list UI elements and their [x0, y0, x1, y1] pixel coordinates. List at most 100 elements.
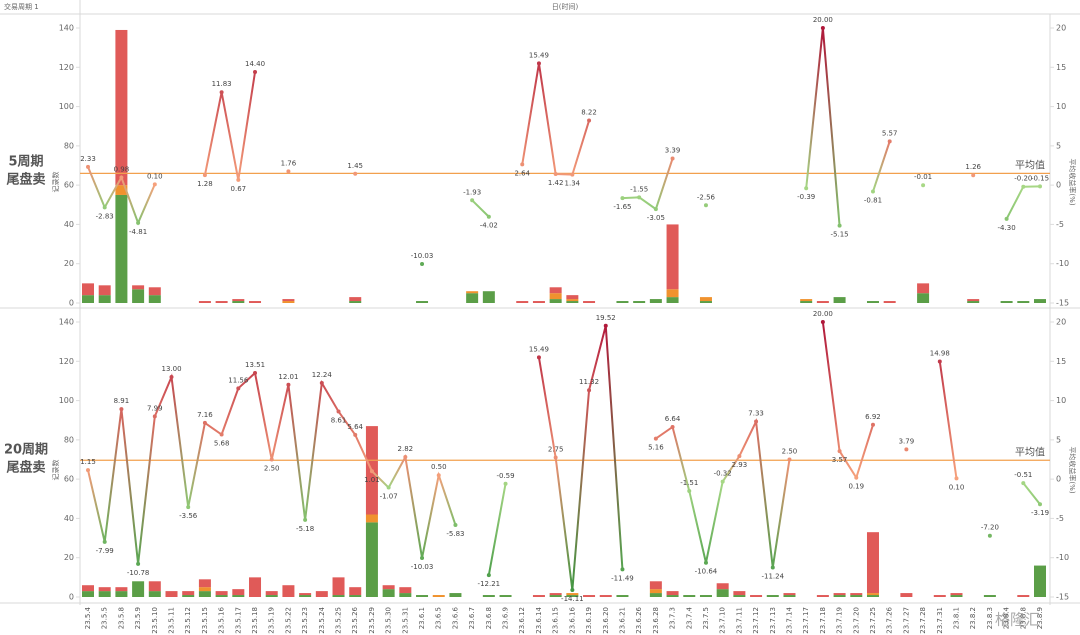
line-point [152, 414, 157, 419]
line-point [269, 457, 274, 462]
line-point [870, 189, 875, 194]
bar-segment [917, 293, 930, 303]
bar-segment [833, 593, 846, 596]
bar-segment [148, 581, 161, 592]
value-label: 2.50 [782, 448, 798, 456]
bar-segment [967, 299, 980, 302]
value-label: -7.99 [96, 547, 114, 555]
x-tick-label: 23.5.8 [117, 607, 125, 629]
bar-segment [482, 595, 495, 597]
value-label: -0.81 [864, 197, 882, 205]
y-axis-title: 记录数 [51, 172, 60, 193]
line-point [202, 420, 207, 425]
x-tick-label: 23.6.15 [552, 607, 560, 634]
bar-segment [716, 589, 729, 597]
line-point [1021, 184, 1026, 189]
value-label: 1.34 [565, 180, 581, 188]
y2-axis-title: 平均收益率(%) [1068, 158, 1077, 205]
line-point [186, 505, 191, 510]
line-point [169, 375, 174, 379]
line-point [620, 196, 625, 201]
line-point [1004, 216, 1009, 221]
bar-segment [666, 224, 679, 290]
y-tick-label: 100 [59, 396, 74, 405]
y-tick-label: 140 [59, 24, 74, 33]
value-label: 1.15 [80, 458, 96, 466]
bar-segment [566, 295, 579, 300]
value-label: 0.10 [147, 172, 163, 180]
bar-segment [866, 301, 879, 303]
line-point [653, 436, 658, 441]
bar-segment [198, 591, 211, 597]
value-label: 3.57 [832, 456, 848, 464]
x-tick-label: 23.5.16 [218, 606, 226, 633]
value-label: -7.20 [981, 524, 999, 532]
bar-segment [983, 595, 996, 597]
bar-segment [466, 291, 479, 294]
line-point [1038, 184, 1042, 189]
x-tick-label: 23.5.23 [301, 607, 309, 634]
line-point [219, 90, 224, 95]
value-label: -4.02 [480, 222, 498, 230]
x-tick-label: 23.8.4 [1003, 606, 1011, 629]
y-tick-label: 40 [64, 514, 74, 523]
bar-segment [666, 289, 679, 298]
bar-segment [482, 291, 495, 303]
bar-segment [1017, 301, 1030, 303]
x-tick-label: 23.5.22 [284, 607, 292, 634]
x-tick-label: 23.5.31 [401, 607, 409, 634]
bar-segment [616, 301, 629, 303]
line-point [703, 203, 708, 208]
value-label: 1.45 [347, 162, 363, 170]
bar-segment [382, 589, 395, 597]
bar-segment [115, 587, 128, 592]
bar-segment [583, 301, 596, 303]
value-label: 0.50 [431, 463, 447, 471]
bar-segment [332, 595, 345, 597]
value-label: 14.40 [245, 60, 265, 68]
bar-segment [416, 595, 429, 597]
line-point [670, 156, 675, 161]
value-label: 20.00 [813, 16, 833, 24]
line-point [136, 561, 141, 566]
x-tick-label: 23.5.9 [134, 607, 142, 629]
value-label: 1.76 [281, 159, 297, 167]
line-point [420, 261, 425, 266]
line-point [286, 382, 291, 387]
line-point [804, 186, 809, 191]
x-tick-label: 23.7.28 [919, 607, 927, 634]
value-label: 0.19 [848, 483, 864, 491]
bar-segment [98, 587, 111, 592]
bar-segment [449, 593, 462, 597]
x-tick-label: 23.5.29 [368, 607, 376, 634]
x-tick-label: 23.5.19 [268, 607, 276, 634]
line-point [486, 214, 491, 219]
bar-segment [616, 595, 629, 597]
x-tick-label: 23.6.9 [502, 607, 510, 629]
y-tick-label: 80 [64, 435, 74, 444]
y2-tick-label: 10 [1056, 102, 1066, 111]
bar-segment [282, 299, 295, 302]
bar-segment [115, 194, 128, 303]
value-label: 2.64 [514, 169, 530, 177]
line-point [202, 173, 207, 178]
y2-tick-label: 20 [1056, 318, 1066, 327]
x-tick-label: 23.5.18 [251, 607, 259, 634]
bar-segment [649, 581, 662, 590]
x-tick-label: 23.7.17 [802, 607, 810, 634]
y-tick-label: 20 [64, 553, 74, 562]
bar-segment [1034, 565, 1046, 597]
value-label: 8.22 [581, 109, 597, 117]
line-point [152, 182, 157, 187]
line-point [854, 475, 859, 480]
line-point [653, 207, 658, 212]
bar-segment [399, 593, 412, 597]
value-label: -2.56 [697, 193, 716, 201]
bar-segment [82, 585, 94, 592]
line-point [119, 175, 124, 180]
line-point [837, 449, 842, 454]
bar-segment [198, 579, 211, 588]
value-label: 19.52 [596, 314, 616, 322]
bar-segment [816, 301, 829, 303]
x-tick-label: 23.6.8 [485, 607, 493, 629]
